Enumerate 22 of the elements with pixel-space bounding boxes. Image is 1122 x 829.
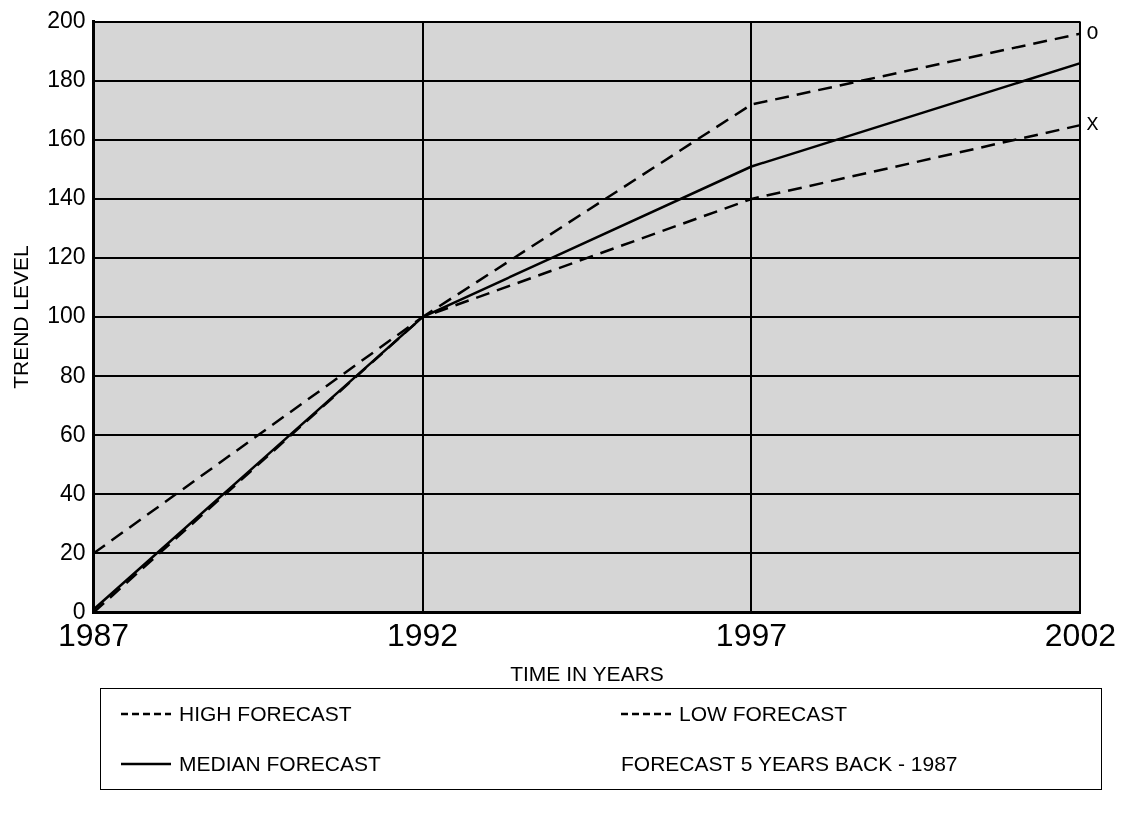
x-tick-label: 1997 — [715, 617, 788, 654]
y-tick-label: 200 — [47, 7, 86, 34]
y-axis-title: TREND LEVEL — [9, 245, 33, 389]
legend-label: LOW FORECAST — [679, 702, 848, 726]
legend-label: HIGH FORECAST — [179, 702, 352, 726]
y-tick-label: 100 — [47, 302, 86, 329]
legend-label: MEDIAN FORECAST — [179, 752, 381, 776]
annotation: O — [1086, 21, 1099, 45]
y-tick-label: 120 — [47, 243, 86, 270]
text: FORECAST 5 YEARS BACK - 1987 — [620, 752, 959, 776]
y-tick-label: 180 — [47, 66, 86, 93]
x-tick-label: 2002 — [1044, 617, 1116, 654]
y-tick-label: 140 — [47, 184, 86, 211]
y-tick-label: 0 — [72, 597, 86, 624]
y-tick-label: 40 — [59, 479, 86, 506]
y-tick-label: 60 — [59, 420, 86, 447]
annotation: X — [1086, 113, 1099, 137]
x-axis-title: TIME IN YEARS — [510, 662, 664, 686]
y-tick-label: 20 — [59, 538, 86, 565]
y-tick-label: 160 — [47, 125, 86, 152]
y-tick-label: 80 — [59, 361, 86, 388]
x-tick-label: 1992 — [386, 617, 459, 654]
